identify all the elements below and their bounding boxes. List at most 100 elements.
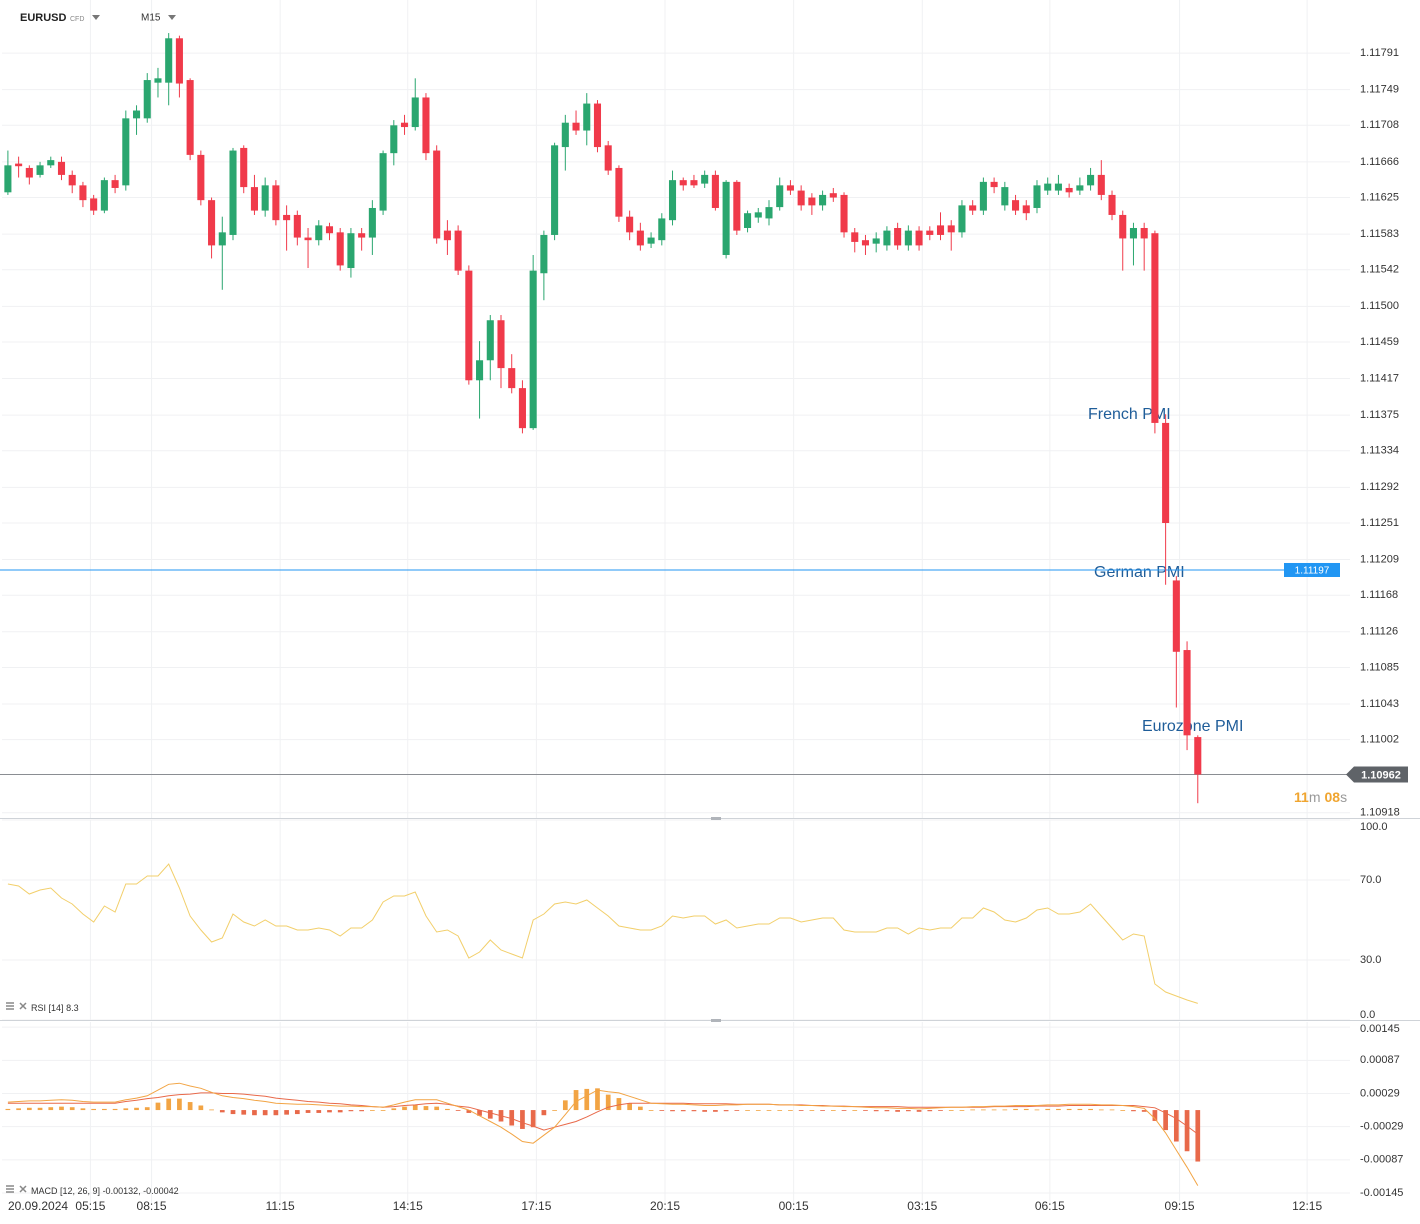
candle-body: [711, 174, 719, 208]
candle-body: [529, 270, 537, 429]
histogram-bar: [680, 1110, 686, 1112]
histogram-bar: [798, 1110, 804, 1111]
signal-value: -0.00042: [143, 1186, 179, 1196]
candle-body: [1001, 187, 1009, 206]
y-tick-label: 100.0: [1360, 821, 1388, 833]
candle-body: [443, 230, 451, 241]
candle-body: [433, 150, 441, 239]
candle-body: [272, 185, 280, 221]
instrument-type: CFD: [70, 16, 84, 23]
histogram-bar: [230, 1110, 236, 1115]
candle-body: [626, 216, 634, 233]
histogram-bar: [305, 1110, 311, 1113]
candle-body: [100, 180, 108, 211]
price-line-label: 1.11197: [1295, 566, 1330, 577]
histogram-bar: [1077, 1108, 1083, 1111]
y-tick-label: 1.11625: [1360, 191, 1399, 203]
histogram-bar: [412, 1104, 418, 1111]
candle-body: [540, 234, 548, 274]
macd-value: -0.00132: [103, 1186, 139, 1196]
histogram-bar: [284, 1110, 289, 1115]
histogram-bar: [123, 1108, 129, 1111]
candle-body: [679, 180, 687, 186]
histogram-bar: [852, 1110, 858, 1111]
y-tick-label: 0.0: [1360, 1009, 1375, 1021]
histogram-bar: [1098, 1109, 1104, 1111]
histogram-bar: [734, 1110, 740, 1111]
histogram-bar: [873, 1110, 879, 1112]
candle-body: [829, 193, 837, 198]
y-tick-label: 0.00087: [1360, 1054, 1400, 1066]
histogram-bar: [605, 1094, 611, 1111]
symbol-selector[interactable]: EURUSD CFD: [20, 12, 100, 24]
indicator-controls[interactable]: [6, 1185, 27, 1193]
candle-body: [122, 118, 130, 186]
symbol: EURUSD: [20, 12, 67, 24]
close-icon: [19, 1185, 27, 1193]
histogram-bar: [809, 1110, 815, 1111]
candle-body: [4, 165, 12, 193]
candle-body: [1140, 227, 1148, 239]
panel-handle[interactable]: [711, 1019, 721, 1022]
candle-body: [668, 180, 677, 221]
histogram-bar: [895, 1110, 900, 1112]
histogram-bar: [916, 1110, 922, 1112]
histogram-bar: [48, 1107, 54, 1111]
y-tick-label: 1.11500: [1360, 300, 1399, 312]
candle-body: [336, 232, 344, 266]
candle-body: [969, 205, 977, 211]
histogram-bar: [1002, 1109, 1008, 1111]
histogram-bar: [273, 1110, 279, 1116]
histogram-bar: [691, 1110, 697, 1112]
candle-body: [1194, 737, 1202, 775]
y-tick-label: 0.00145: [1360, 1023, 1400, 1035]
candle-body: [15, 163, 23, 167]
y-tick-label: -0.00029: [1360, 1121, 1403, 1133]
dropdown-arrow: [168, 15, 176, 20]
separator: ,: [138, 1186, 141, 1196]
candle-body: [1033, 185, 1041, 208]
panel-handle[interactable]: [711, 817, 721, 820]
histogram-bar: [777, 1110, 783, 1111]
histogram-bar: [177, 1098, 182, 1111]
candle-body: [733, 181, 741, 231]
candle-body: [1151, 233, 1159, 423]
candle-body: [154, 78, 162, 83]
macd-name: MACD: [31, 1186, 58, 1196]
x-tick-label: 11:15: [266, 1199, 295, 1213]
candle-body: [411, 97, 419, 128]
y-tick-label: 1.11542: [1360, 264, 1399, 276]
candle-body: [358, 233, 366, 238]
candle-body: [894, 227, 902, 246]
indicator-controls[interactable]: [6, 1002, 27, 1010]
y-tick-label: 1.11002: [1360, 734, 1399, 746]
candle-body: [68, 174, 76, 186]
y-tick-label: 1.11126: [1360, 626, 1398, 638]
candle-body: [486, 320, 494, 361]
y-tick-label: 1.11251: [1360, 517, 1399, 529]
y-tick-label: 1.11043: [1360, 698, 1399, 710]
histogram-bar: [1195, 1110, 1201, 1162]
candle-body: [1065, 187, 1073, 193]
timeframe-selector[interactable]: M15: [141, 13, 176, 24]
last-price-label-bg: [1346, 766, 1408, 783]
candle-body: [754, 212, 762, 218]
histogram-bar: [187, 1102, 193, 1111]
histogram-bar: [959, 1110, 965, 1111]
candle-body: [883, 230, 891, 246]
histogram-bar: [755, 1110, 761, 1111]
candle-body: [518, 388, 526, 429]
x-tick-label: 05:15: [75, 1199, 105, 1213]
settings-icon: [6, 1185, 14, 1193]
histogram-bar: [487, 1110, 493, 1119]
rsi-name: RSI: [31, 1003, 46, 1013]
histogram-bar: [637, 1106, 643, 1111]
candle-body: [744, 213, 752, 228]
candle-body: [979, 181, 987, 211]
candle-body: [111, 180, 119, 188]
timeframe: M15: [141, 13, 161, 24]
histogram-bar: [262, 1110, 268, 1116]
candle-body: [786, 185, 794, 191]
y-tick-label: 1.11292: [1360, 481, 1399, 493]
